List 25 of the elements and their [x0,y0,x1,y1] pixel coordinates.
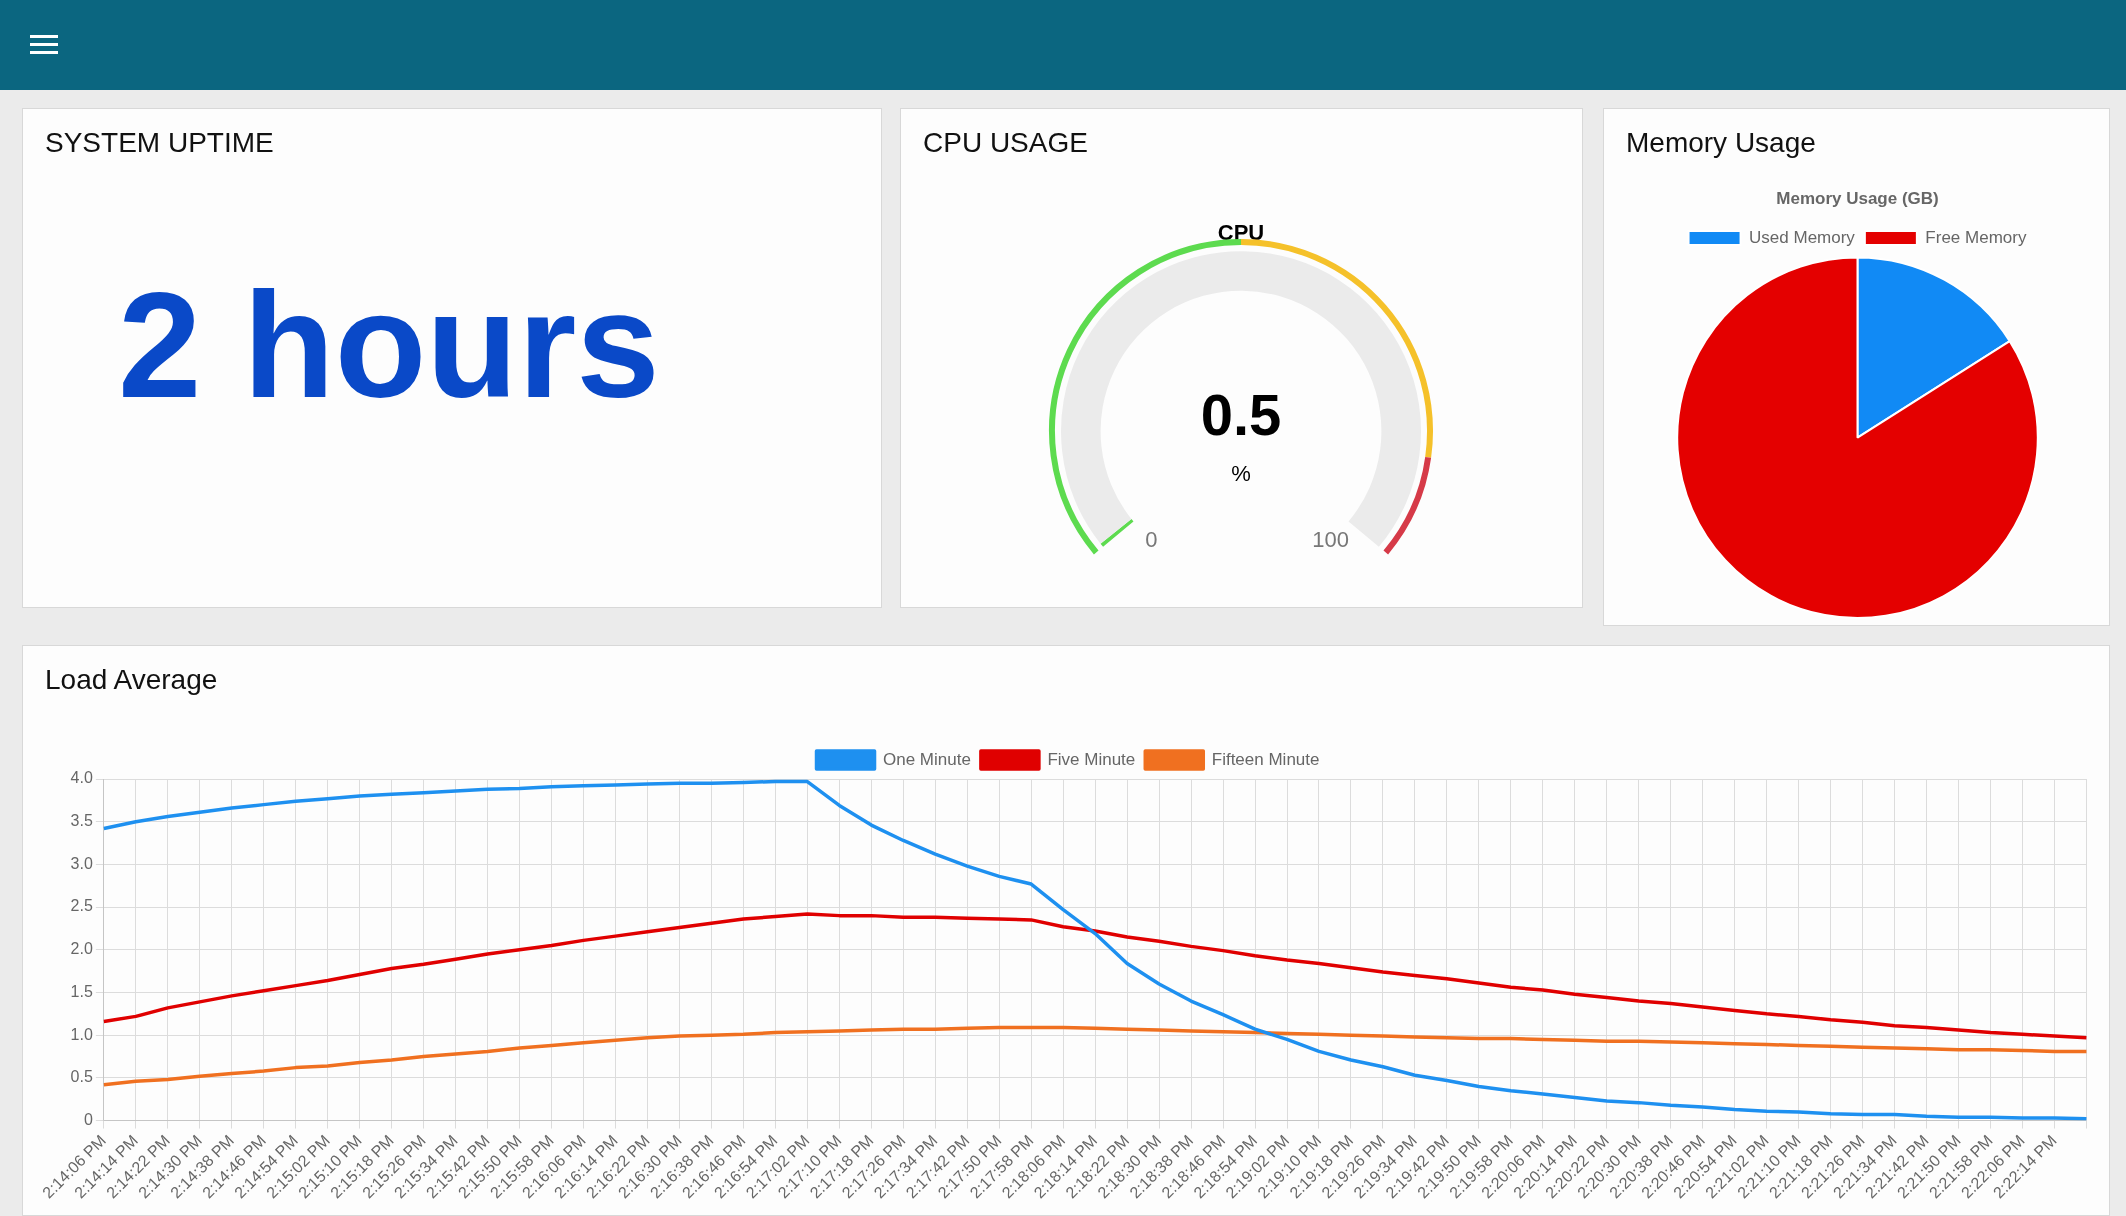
y-tick-label: 2.0 [70,940,93,958]
y-tick-label: 3.5 [70,812,93,830]
y-tick-label: 0 [83,1110,93,1128]
chart-subtitle: Memory Usage (GB) [1776,188,1939,208]
text: 0 [1145,527,1158,553]
text: % [1231,461,1251,487]
y-tick-label: 2.5 [70,897,93,915]
legend-label: Used Memory [1749,227,1856,247]
chart-title: CPU USAGE [923,127,1088,159]
text: SYSTEM UPTIME [45,127,274,159]
text: 100 [1312,527,1349,553]
legend-label: One Minute [883,749,971,769]
y-tick-label: 3.0 [70,854,93,872]
y-tick-label: 1.0 [70,1025,93,1043]
y-tick-label: 1.5 [70,982,93,1000]
legend-label: Free Memory [1925,227,2027,247]
chart-title: Memory Usage [1626,127,1816,159]
chart-subtitle: CPU [1217,220,1265,246]
legend-label: Fifteen Minute [1211,749,1320,769]
chart-title: Load Average [45,664,218,696]
text: 0.5 [1200,382,1282,448]
y-tick-label: 0.5 [70,1068,93,1086]
y-tick-label: 4.0 [70,769,93,787]
text: 2 hours [118,260,660,431]
legend-label: Five Minute [1047,749,1136,769]
